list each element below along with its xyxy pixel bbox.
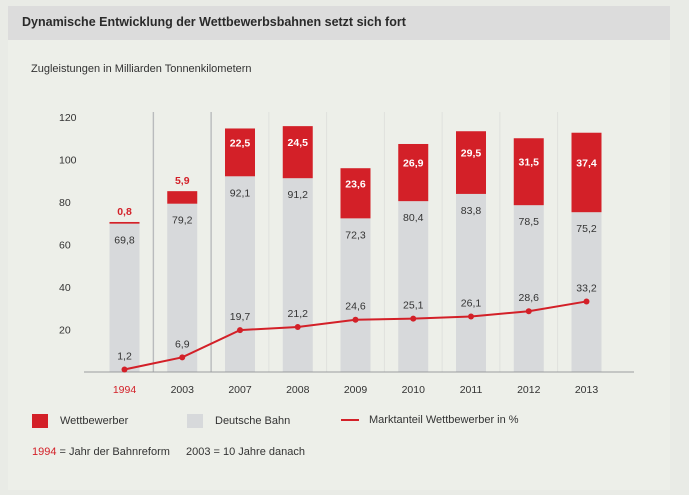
legend-label-db: Deutsche Bahn — [215, 415, 291, 427]
x-tick-label: 2011 — [460, 384, 483, 396]
bar-deutsche-bahn — [513, 205, 544, 372]
bar-deutsche-bahn — [340, 218, 371, 372]
x-tick-label: 2010 — [402, 384, 426, 396]
data-label-marktanteil: 26,1 — [461, 298, 482, 310]
line-point-marktanteil — [583, 298, 590, 305]
data-label-wettbewerber: 29,5 — [461, 148, 482, 160]
data-label-deutsche-bahn: 83,8 — [461, 205, 482, 217]
bar-deutsche-bahn — [167, 203, 198, 372]
x-tick-label: 2007 — [228, 384, 252, 396]
legend-label-marktanteil: Marktanteil Wettbewerber in % — [369, 414, 519, 426]
x-tick-label: 2009 — [344, 384, 368, 396]
bar-deutsche-bahn — [225, 176, 255, 372]
bar-wettbewerber — [340, 168, 371, 219]
y-tick-label: 120 — [59, 112, 77, 124]
legend-item-marktanteil: Marktanteil Wettbewerber in % — [341, 414, 519, 426]
data-label-marktanteil: 6,9 — [175, 338, 190, 350]
chart-title: Dynamische Entwicklung der Wettbewerbsba… — [22, 15, 406, 29]
data-label-deutsche-bahn: 75,2 — [576, 223, 597, 235]
data-label-deutsche-bahn: 69,8 — [114, 235, 135, 247]
bar-wettbewerber — [398, 143, 429, 202]
data-label-wettbewerber: 31,5 — [519, 157, 540, 169]
legend-item-db: Deutsche Bahn — [187, 414, 290, 428]
legend-label-wettbewerber: Wettbewerber — [60, 415, 129, 427]
data-label-wettbewerber: 22,5 — [230, 137, 251, 149]
bar-wettbewerber — [282, 126, 313, 179]
data-label-deutsche-bahn: 91,2 — [288, 189, 309, 201]
bar-deutsche-bahn — [456, 193, 486, 372]
data-label-wettbewerber: 23,6 — [345, 178, 366, 190]
data-label-wettbewerber: 0,8 — [117, 206, 132, 218]
legend-item-wettbewerber: Wettbewerber — [32, 414, 128, 428]
legend-swatch-line — [341, 419, 359, 421]
data-label-marktanteil: 1,2 — [117, 350, 132, 362]
data-label-marktanteil: 28,6 — [519, 292, 540, 304]
line-point-marktanteil — [352, 316, 359, 323]
y-tick-label: 100 — [59, 155, 77, 167]
legend-swatch-grey — [187, 414, 203, 428]
footnote-decade: 2003 = 10 Jahre danach — [186, 446, 305, 458]
line-point-marktanteil — [237, 327, 243, 334]
data-label-deutsche-bahn: 92,1 — [230, 187, 251, 199]
data-label-wettbewerber: 26,9 — [403, 158, 424, 170]
chart-subtitle: Zugleistungen in Milliarden Tonnenkilome… — [31, 63, 252, 75]
data-label-deutsche-bahn: 80,4 — [403, 212, 424, 224]
footnote-text-reform: = Jahr der Bahnreform — [56, 446, 170, 458]
line-point-marktanteil — [179, 354, 186, 361]
footnote-year: 1994 — [32, 446, 57, 458]
data-label-marktanteil: 33,2 — [576, 282, 597, 294]
line-point-marktanteil — [525, 308, 532, 315]
y-tick-label: 20 — [59, 325, 71, 337]
bar-wettbewerber — [167, 191, 198, 204]
line-point-marktanteil — [410, 315, 417, 322]
bar-wettbewerber — [225, 128, 255, 177]
bar-deutsche-bahn — [398, 201, 429, 372]
data-label-marktanteil: 21,2 — [288, 308, 309, 320]
x-tick-label: 2013 — [575, 384, 599, 396]
x-tick-label: 2003 — [171, 384, 195, 396]
y-tick-label: 40 — [59, 282, 71, 294]
bar-deutsche-bahn — [109, 223, 140, 372]
bar-wettbewerber — [571, 132, 602, 213]
x-tick-label: 1994 — [113, 384, 137, 396]
data-label-wettbewerber: 37,4 — [576, 157, 597, 169]
data-label-wettbewerber: 24,5 — [288, 137, 309, 149]
bar-wettbewerber — [109, 221, 140, 224]
data-label-deutsche-bahn: 72,3 — [345, 229, 366, 241]
data-label-marktanteil: 24,6 — [345, 301, 366, 313]
line-point-marktanteil — [294, 323, 301, 330]
y-tick-label: 80 — [59, 197, 71, 209]
line-point-marktanteil — [121, 366, 128, 373]
data-label-marktanteil: 19,7 — [230, 311, 251, 323]
line-point-marktanteil — [468, 313, 474, 320]
y-tick-label: 60 — [59, 240, 71, 252]
bar-deutsche-bahn — [282, 178, 313, 372]
x-tick-label: 2012 — [517, 384, 541, 396]
data-label-deutsche-bahn: 78,5 — [519, 216, 540, 228]
bar-wettbewerber — [513, 138, 544, 206]
footnote-reform: 1994 = Jahr der Bahnreform — [32, 446, 170, 458]
bar-wettbewerber — [456, 131, 486, 194]
data-label-wettbewerber: 5,9 — [175, 175, 190, 187]
legend-swatch-red — [32, 414, 48, 428]
data-label-deutsche-bahn: 79,2 — [172, 215, 193, 227]
title-bar: Dynamische Entwicklung der Wettbewerbsba… — [8, 6, 670, 40]
bar-deutsche-bahn — [571, 212, 602, 372]
data-label-marktanteil: 25,1 — [403, 300, 424, 312]
x-tick-label: 2008 — [286, 384, 310, 396]
